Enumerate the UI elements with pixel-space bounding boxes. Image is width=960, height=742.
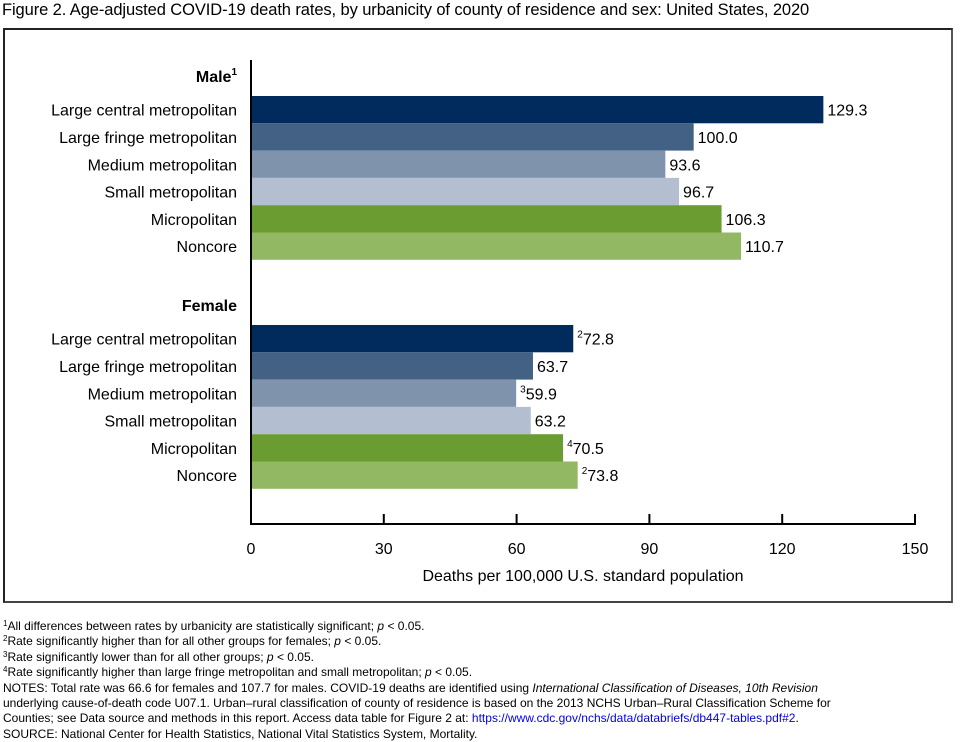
p-symbol: p xyxy=(266,649,274,664)
value-label: 100.0 xyxy=(698,130,738,147)
icd-title: International Classification of Diseases… xyxy=(532,680,818,695)
x-tick-label: 150 xyxy=(902,541,929,558)
x-axis-title: Deaths per 100,000 U.S. standard populat… xyxy=(422,568,743,585)
footnote-text: All differences between rates by urbanic… xyxy=(7,619,378,633)
p-symbol: p xyxy=(334,634,341,649)
x-tick-label: 90 xyxy=(641,541,659,558)
bar-female-5 xyxy=(251,461,578,489)
category-label: Large fringe metropolitan xyxy=(59,130,237,147)
value-label: 273.8 xyxy=(582,466,619,485)
bar-male-1 xyxy=(251,123,694,151)
value-label: 106.3 xyxy=(726,212,766,229)
group-label-female: Female xyxy=(182,298,237,315)
bar-male-0 xyxy=(251,96,824,124)
category-label: Small metropolitan xyxy=(105,414,238,431)
category-label: Large central metropolitan xyxy=(51,332,237,349)
category-label: Medium metropolitan xyxy=(88,386,237,403)
category-label: Noncore xyxy=(177,239,238,256)
footnote-text: Rate significantly higher than for all o… xyxy=(7,634,335,649)
footnote-tail: < 0.05. xyxy=(384,619,425,633)
notes-line-1: NOTES: Total rate was 66.6 for females a… xyxy=(3,681,831,696)
footnote-3: 3Rate significantly lower than for all o… xyxy=(3,650,831,665)
x-tick-label: 0 xyxy=(247,541,256,558)
value-label: 129.3 xyxy=(827,103,867,120)
x-tick-label: 30 xyxy=(375,541,393,558)
footnote-mark: 1 xyxy=(3,619,8,628)
footnote-mark: 2 xyxy=(3,634,8,644)
value-label: 96.7 xyxy=(683,185,714,202)
value-label: 110.7 xyxy=(745,239,784,256)
chart-frame: Male1 Large central metropolitan 129.3 Larg… xyxy=(3,28,953,603)
source-line: SOURCE: National Center for Health Stati… xyxy=(3,726,478,741)
category-label: Medium metropolitan xyxy=(88,157,237,174)
x-tick-label: 60 xyxy=(508,541,526,558)
footnote-4: 4Rate significantly higher than large fr… xyxy=(3,665,831,680)
category-label: Micropolitan xyxy=(151,212,237,229)
value-label: 272.8 xyxy=(577,330,614,349)
footnote-tail: < 0.05. xyxy=(340,634,382,649)
bar-female-4 xyxy=(251,434,564,462)
notes-line-3: Counties; see Data source and methods in… xyxy=(3,711,831,726)
footnote-mark: 3 xyxy=(3,649,8,659)
group-label-male: Male1 xyxy=(196,67,238,86)
category-label: Micropolitan xyxy=(151,441,237,458)
value-label: 63.7 xyxy=(537,359,568,376)
bar-female-2 xyxy=(251,379,517,407)
p-symbol: p xyxy=(377,619,385,633)
value-label: 470.5 xyxy=(567,439,604,458)
bar-female-0 xyxy=(251,325,574,353)
bar-male-2 xyxy=(251,150,666,178)
value-label: 359.9 xyxy=(520,384,557,403)
notes-line-2: underlying cause-of-death code U07.1. Ur… xyxy=(3,696,831,711)
footnote-text: Rate significantly higher than large fri… xyxy=(7,665,426,680)
bar-female-1 xyxy=(251,352,533,380)
footnote-1: 1All differences between rates by urbani… xyxy=(3,619,831,634)
footnote-tail: < 0.05. xyxy=(431,665,473,680)
footnote-mark: 4 xyxy=(3,665,8,675)
footnote-tail: < 0.05. xyxy=(273,649,314,664)
notes-text: NOTES: Total rate was 66.6 for females a… xyxy=(3,680,533,695)
value-label: 93.6 xyxy=(669,157,700,174)
category-label: Noncore xyxy=(177,468,238,485)
p-symbol: p xyxy=(425,665,432,680)
footnotes: 1All differences between rates by urbani… xyxy=(3,619,831,742)
bar-female-3 xyxy=(251,406,531,435)
figure-title: Figure 2. Age-adjusted COVID-19 death ra… xyxy=(2,1,810,19)
data-table-link[interactable]: https://www.cdc.gov/nchs/data/databriefs… xyxy=(471,711,796,726)
x-tick-label: 120 xyxy=(769,541,796,558)
footnote-text: Rate significantly lower than for all ot… xyxy=(7,649,267,664)
bar-male-4 xyxy=(251,205,722,233)
notes-text: Counties; see Data source and methods in… xyxy=(3,711,472,726)
notes-text: . xyxy=(795,711,799,726)
bar-male-3 xyxy=(251,177,680,206)
category-label: Large central metropolitan xyxy=(51,103,237,120)
bar-chart: Male1 Large central metropolitan 129.3 Larg… xyxy=(51,60,929,585)
footnote-2: 2Rate significantly higher than for all … xyxy=(3,634,831,649)
category-label: Small metropolitan xyxy=(105,185,238,202)
category-label: Large fringe metropolitan xyxy=(59,359,237,376)
bar-male-5 xyxy=(251,232,742,260)
value-label: 63.2 xyxy=(535,414,566,431)
